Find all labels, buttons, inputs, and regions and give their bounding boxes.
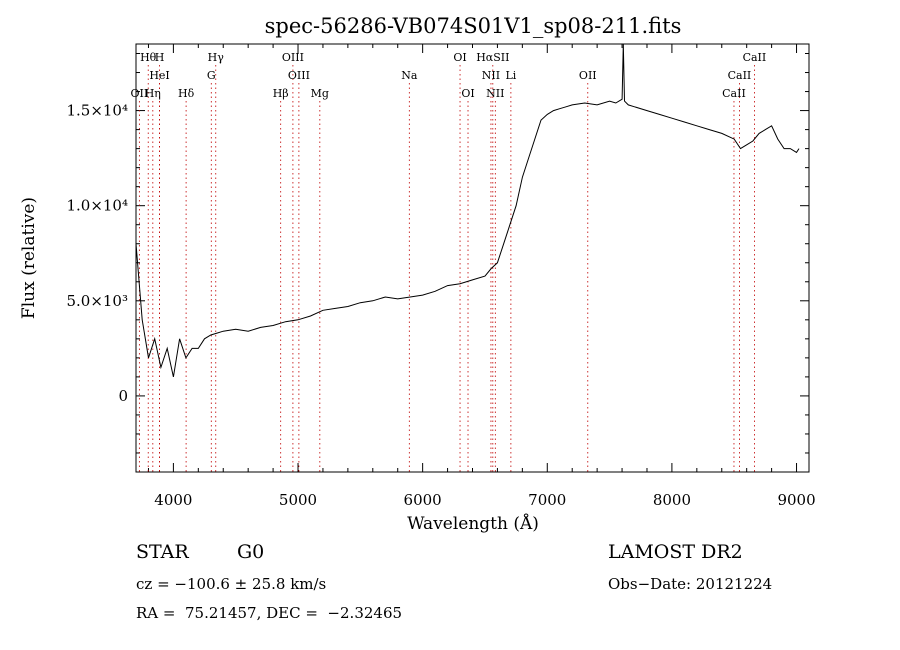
spectral-line-label: Hθ	[140, 51, 157, 64]
spectral-line-label: Mg	[311, 87, 329, 100]
spectral-line-label: CaII	[743, 51, 767, 64]
y-tick-label: 1.0×10⁴	[66, 197, 128, 215]
x-tick-label: 6000	[404, 491, 442, 509]
spectral-line-label: OI	[453, 51, 466, 64]
spectral-line-label: CaII	[722, 87, 746, 100]
x-tick-label: 4000	[154, 491, 192, 509]
x-tick-label: 8000	[653, 491, 691, 509]
spectral-line-label: HαSII	[476, 51, 509, 64]
spectral-line-label: OII	[579, 69, 597, 82]
x-tick-label: 5000	[279, 491, 317, 509]
spectral-line-label: NII	[482, 69, 500, 82]
spectral-line-label: CaII	[728, 69, 752, 82]
x-tick-label: 7000	[528, 491, 566, 509]
survey-name: LAMOST DR2	[608, 541, 743, 563]
y-tick-label: 0	[118, 387, 128, 405]
spectral-line-label: H	[155, 51, 165, 64]
x-tick-label: 9000	[777, 491, 815, 509]
object-type: STAR	[136, 541, 189, 563]
spectral-line-label: G	[207, 69, 216, 82]
spectral-line-label: Na	[401, 69, 418, 82]
spectral-line-label: Hγ	[208, 51, 225, 64]
spectral-line-label: OIII	[288, 69, 310, 82]
plot-area: 4000 5000 6000 7000 8000 9000 0 5.0×10³ 1.0×10⁴ 1…	[66, 43, 816, 509]
redshift-velocity: cz = −100.6 ± 25.8 km/s	[136, 575, 327, 593]
spectrum-line	[135, 43, 800, 378]
y-axis-label: Flux (relative)	[19, 197, 39, 319]
spectral-line-label: Hβ	[273, 87, 289, 100]
coordinates: RA = 75.21457, DEC = −2.32465	[136, 604, 403, 622]
y-tick-label: 5.0×10³	[66, 292, 128, 310]
spectral-line-label: OIII	[282, 51, 304, 64]
spectral-line-label: Li	[505, 69, 516, 82]
object-subclass: G0	[237, 541, 265, 563]
y-tick-label: 1.5×10⁴	[66, 102, 128, 120]
spectral-line-label: HeI	[149, 69, 169, 82]
spectral-line-label: Hη	[145, 87, 161, 100]
observation-date: Obs−Date: 20121224	[608, 575, 773, 593]
x-axis-label: Wavelength (Å)	[407, 513, 539, 534]
spectral-line-label: Hδ	[178, 87, 195, 100]
spectral-line-label: OII	[131, 87, 149, 100]
plot-frame	[135, 43, 810, 473]
spectral-line-label: OI	[461, 87, 474, 100]
spectral-line-label: NII	[486, 87, 504, 100]
chart-title: spec-56286-VB074S01V1_sp08-211.fits	[265, 14, 682, 38]
